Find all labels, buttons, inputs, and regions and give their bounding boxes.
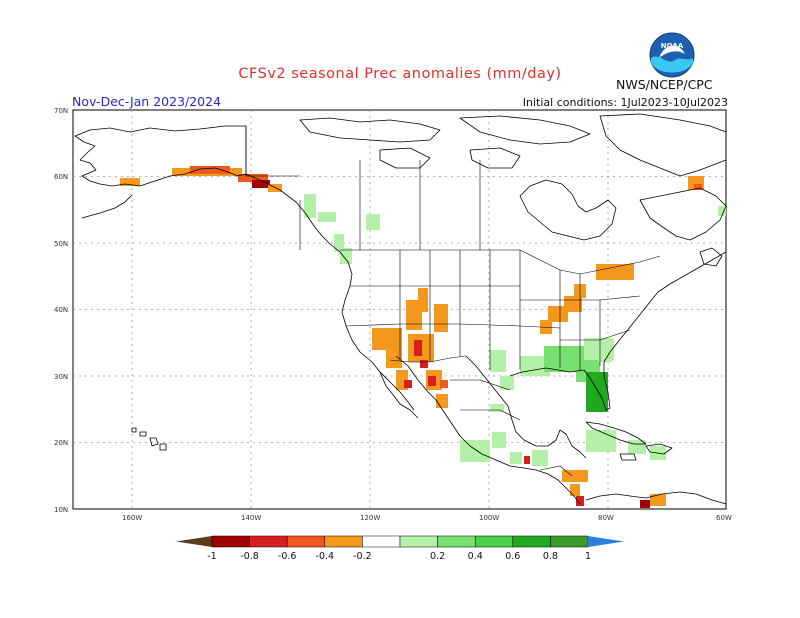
agency-label: NWS/NCEP/CPC [616, 77, 713, 92]
anomaly-cell-dry-light [562, 470, 588, 482]
anomaly-cell-dry-medium [440, 380, 448, 388]
initial-conditions: Initial conditions: 1Jul2023-10Jul2023 [522, 96, 728, 109]
lat-label: 30N [54, 373, 68, 381]
colorbar-label: 0.6 [505, 551, 520, 562]
anomaly-cell-wet-light [500, 376, 514, 390]
forecast-period: Nov-Dec-Jan 2023/2024 [72, 94, 222, 109]
anomaly-cell-wet-light [460, 440, 490, 462]
colorbar-label: 0.8 [543, 551, 558, 562]
anomaly-cell-dry-light [120, 178, 140, 186]
anomaly-cell-wet-light [340, 248, 352, 264]
anomaly-cell-dry-strong [420, 360, 428, 368]
anomaly-cell-wet-light [586, 430, 616, 452]
lon-label: 60W [716, 514, 732, 522]
anomaly-cell-dry-strong [524, 456, 530, 464]
colorbar-label: -1 [207, 551, 216, 562]
lon-label: 120W [360, 514, 380, 522]
lat-label: 40N [54, 306, 68, 314]
colorbar-segment [474, 535, 514, 548]
anomaly-cell-dry-light [570, 484, 580, 496]
anomaly-cell-dry-light [434, 304, 448, 332]
political-borders [245, 126, 661, 477]
longitude-labels: 160W 140W 120W 100W 80W 60W [122, 514, 732, 522]
colorbar-label: 0.4 [468, 551, 483, 562]
colorbar-arrow-left [176, 536, 212, 547]
lon-label: 160W [122, 514, 142, 522]
colorbar-segment [324, 535, 363, 548]
lat-label: 10N [54, 506, 68, 514]
colorbar-segment [512, 535, 551, 548]
colorbar-label: -0.8 [240, 551, 259, 562]
colorbar-segment [249, 535, 288, 548]
anomaly-cell-wet-light [492, 432, 506, 448]
noaa-logo-text: NOAA [661, 42, 684, 50]
anomaly-cell-dry-light [436, 394, 448, 408]
anomaly-cell-dry-strong [576, 496, 584, 506]
anomaly-cell-wet-light [598, 340, 612, 362]
anomaly-cell-dry-medium [238, 174, 268, 182]
anomaly-shading [120, 166, 726, 508]
latitude-labels: 70N 60N 50N 40N 30N 20N 10N [54, 107, 68, 514]
anomaly-cell-wet-light [490, 350, 506, 372]
anomaly-cell-dry-extreme [640, 500, 650, 508]
lat-label: 50N [54, 240, 68, 248]
anomaly-cell-wet-light [510, 452, 522, 464]
colorbar-label: 0.2 [430, 551, 445, 562]
colorbar-label: 1 [585, 551, 591, 562]
anomaly-cell-dry-light [406, 300, 422, 330]
anomaly-cell-wet-light [318, 212, 336, 222]
noaa-logo: NOAA [649, 32, 695, 78]
colorbar-segment [286, 535, 326, 548]
colorbar-label: -0.2 [353, 551, 372, 562]
lon-label: 80W [598, 514, 614, 522]
anomaly-cell-wet-light [532, 450, 548, 466]
anomaly-cell-dry-strong [404, 380, 412, 388]
anomaly-cell-dry-light [650, 494, 666, 506]
lat-label: 60N [54, 173, 68, 181]
anomaly-cell-dry-strong [414, 340, 422, 356]
anomaly-cell-wet-light [304, 194, 316, 218]
colorbar-segment [550, 535, 589, 548]
colorbar-segment [399, 535, 438, 548]
colorbar: -1 -0.8 -0.6 -0.4 -0.2 0.2 0.4 0.6 0.8 1 [176, 535, 624, 562]
colorbar-segment [437, 535, 476, 548]
map-title: CFSv2 seasonal Prec anomalies (mm/day) [238, 66, 562, 82]
anomaly-cell-dry-light [372, 328, 402, 350]
anomaly-cell-dry-light [268, 184, 282, 192]
lon-label: 100W [479, 514, 499, 522]
anomaly-cell-wet-light [490, 404, 504, 412]
anomaly-cell-wet-light [366, 214, 380, 230]
colorbar-segment [211, 535, 250, 548]
anomaly-cell-dry-strong [428, 376, 436, 386]
anomaly-cell-dry-light [548, 306, 568, 322]
anomaly-cell-wet-light [718, 206, 726, 216]
anomaly-cell-dry-light [418, 288, 428, 312]
lat-label: 70N [54, 107, 68, 115]
anomaly-cell-dry-medium [694, 184, 702, 190]
colorbar-arrow-right [588, 536, 624, 547]
graticule [73, 110, 726, 509]
anomaly-cell-dry-medium [190, 166, 230, 174]
lat-label: 20N [54, 439, 68, 447]
anomaly-cell-dry-light [386, 346, 402, 368]
colorbar-label: -0.6 [278, 551, 297, 562]
colorbar-label: -0.4 [316, 551, 335, 562]
anomaly-cell-dry-light [596, 264, 634, 280]
lon-label: 140W [241, 514, 261, 522]
anomaly-cell-wet-strong [586, 372, 608, 412]
coastlines [74, 113, 727, 505]
anomaly-cell-dry-extreme [252, 180, 270, 188]
anomaly-cell-wet-light [334, 234, 344, 252]
colorbar-segment [362, 535, 401, 548]
